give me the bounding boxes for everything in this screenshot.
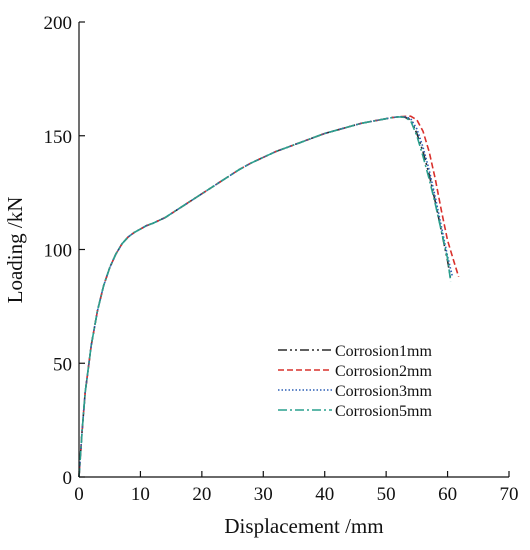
x-tick-label: 0 xyxy=(74,484,84,505)
x-ticks: 0 10 20 30 40 50 60 70 xyxy=(74,471,519,505)
y-tick-label: 150 xyxy=(44,127,73,148)
legend-label-4: Corrosion5mm xyxy=(335,403,432,420)
series-line-4 xyxy=(78,116,452,478)
y-tick-label: 200 xyxy=(44,13,73,34)
y-tick-label: 50 xyxy=(53,354,72,375)
legend-label-3: Corrosion3mm xyxy=(335,383,432,400)
legend-label-1: Corrosion1mm xyxy=(335,343,432,360)
y-ticks: 0 50 100 150 200 xyxy=(44,13,85,489)
y-tick-label: 0 xyxy=(63,468,73,489)
x-tick-label: 70 xyxy=(500,484,519,505)
x-axis-title: Displacement /mm xyxy=(224,514,383,538)
y-tick-label: 100 xyxy=(44,241,73,262)
plot-lines xyxy=(78,115,460,478)
series-line-2 xyxy=(78,115,460,478)
x-tick-label: 10 xyxy=(131,484,150,505)
series-line-1 xyxy=(78,116,452,478)
x-tick-label: 40 xyxy=(315,484,334,505)
legend-label-2: Corrosion2mm xyxy=(335,363,432,380)
x-tick-label: 30 xyxy=(254,484,273,505)
x-tick-label: 20 xyxy=(192,484,211,505)
legend: Corrosion1mm Corrosion2mm Corrosion3mm Corr… xyxy=(278,343,432,420)
x-tick-label: 60 xyxy=(438,484,457,505)
y-axis-title: Loading /kN xyxy=(3,197,27,304)
series-line-3 xyxy=(78,115,454,478)
x-tick-label: 50 xyxy=(377,484,396,505)
